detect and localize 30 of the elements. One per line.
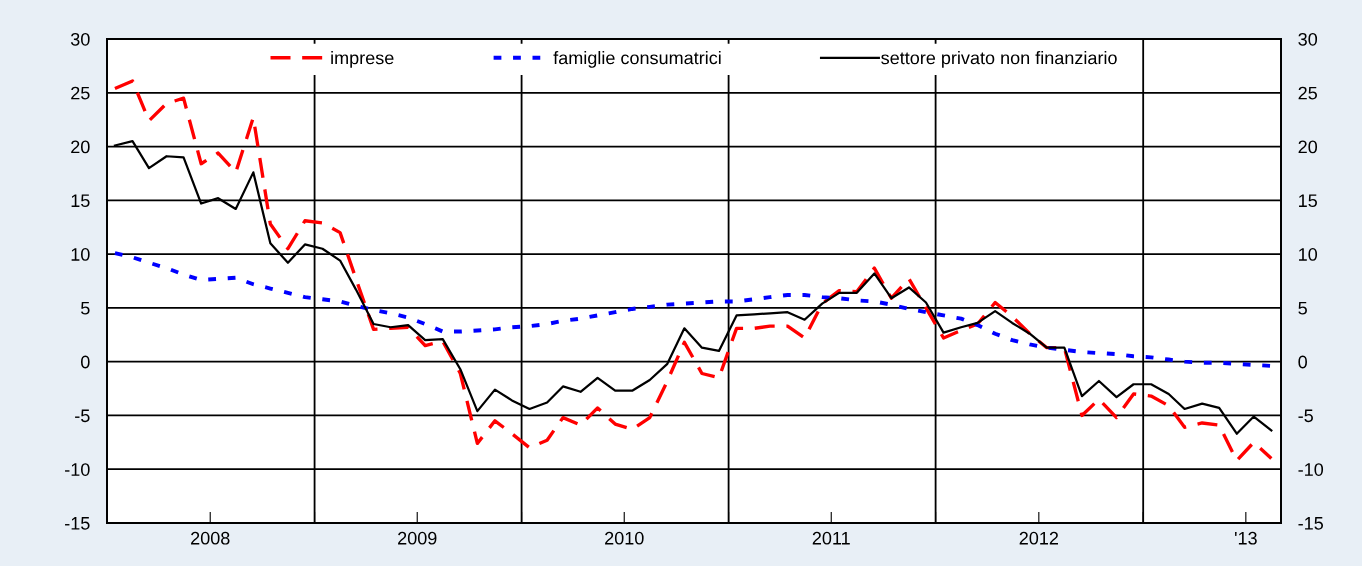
y-tick-label: 30 [70,32,90,46]
y-tick-label: -10 [65,463,90,476]
x-tick-label: 2008 [191,531,230,545]
legend-label: imprese [331,51,394,68]
x-tick-label: 2010 [605,531,644,545]
y2-tick-label: 25 [1298,86,1317,100]
y-tick-label: 10 [71,248,90,261]
x-tick-label: 2012 [1019,531,1059,545]
y2-tick-label: 0 [1298,355,1307,369]
y2-tick-label: -10 [1298,463,1324,476]
x-tick-label: '13 [1234,531,1257,545]
y-tick-label: 0 [81,355,90,369]
y2-tick-label: 10 [1299,248,1318,261]
y-tick-label: 25 [71,86,90,100]
y-tick-label: -5 [75,409,90,423]
x-tick-label: 2009 [398,531,437,545]
legend-label: settore privato non finanziario [881,51,1117,68]
y2-tick-label: 30 [1298,32,1318,46]
line-series [113,79,1274,463]
y-tick-label: 15 [71,194,90,208]
x-tick-label: 2011 [812,531,850,545]
y-tick-label: -15 [65,517,90,530]
y2-tick-label: -5 [1298,409,1313,423]
legend-label: famiglie consumatrici [553,51,721,68]
y2-tick-label: 20 [1298,140,1318,154]
y-tick-label: 5 [81,302,90,315]
y-tick-label: 20 [71,140,90,154]
y2-tick-label: 5 [1298,302,1307,315]
y2-tick-label: -15 [1298,517,1324,530]
y2-tick-label: 15 [1299,194,1317,208]
